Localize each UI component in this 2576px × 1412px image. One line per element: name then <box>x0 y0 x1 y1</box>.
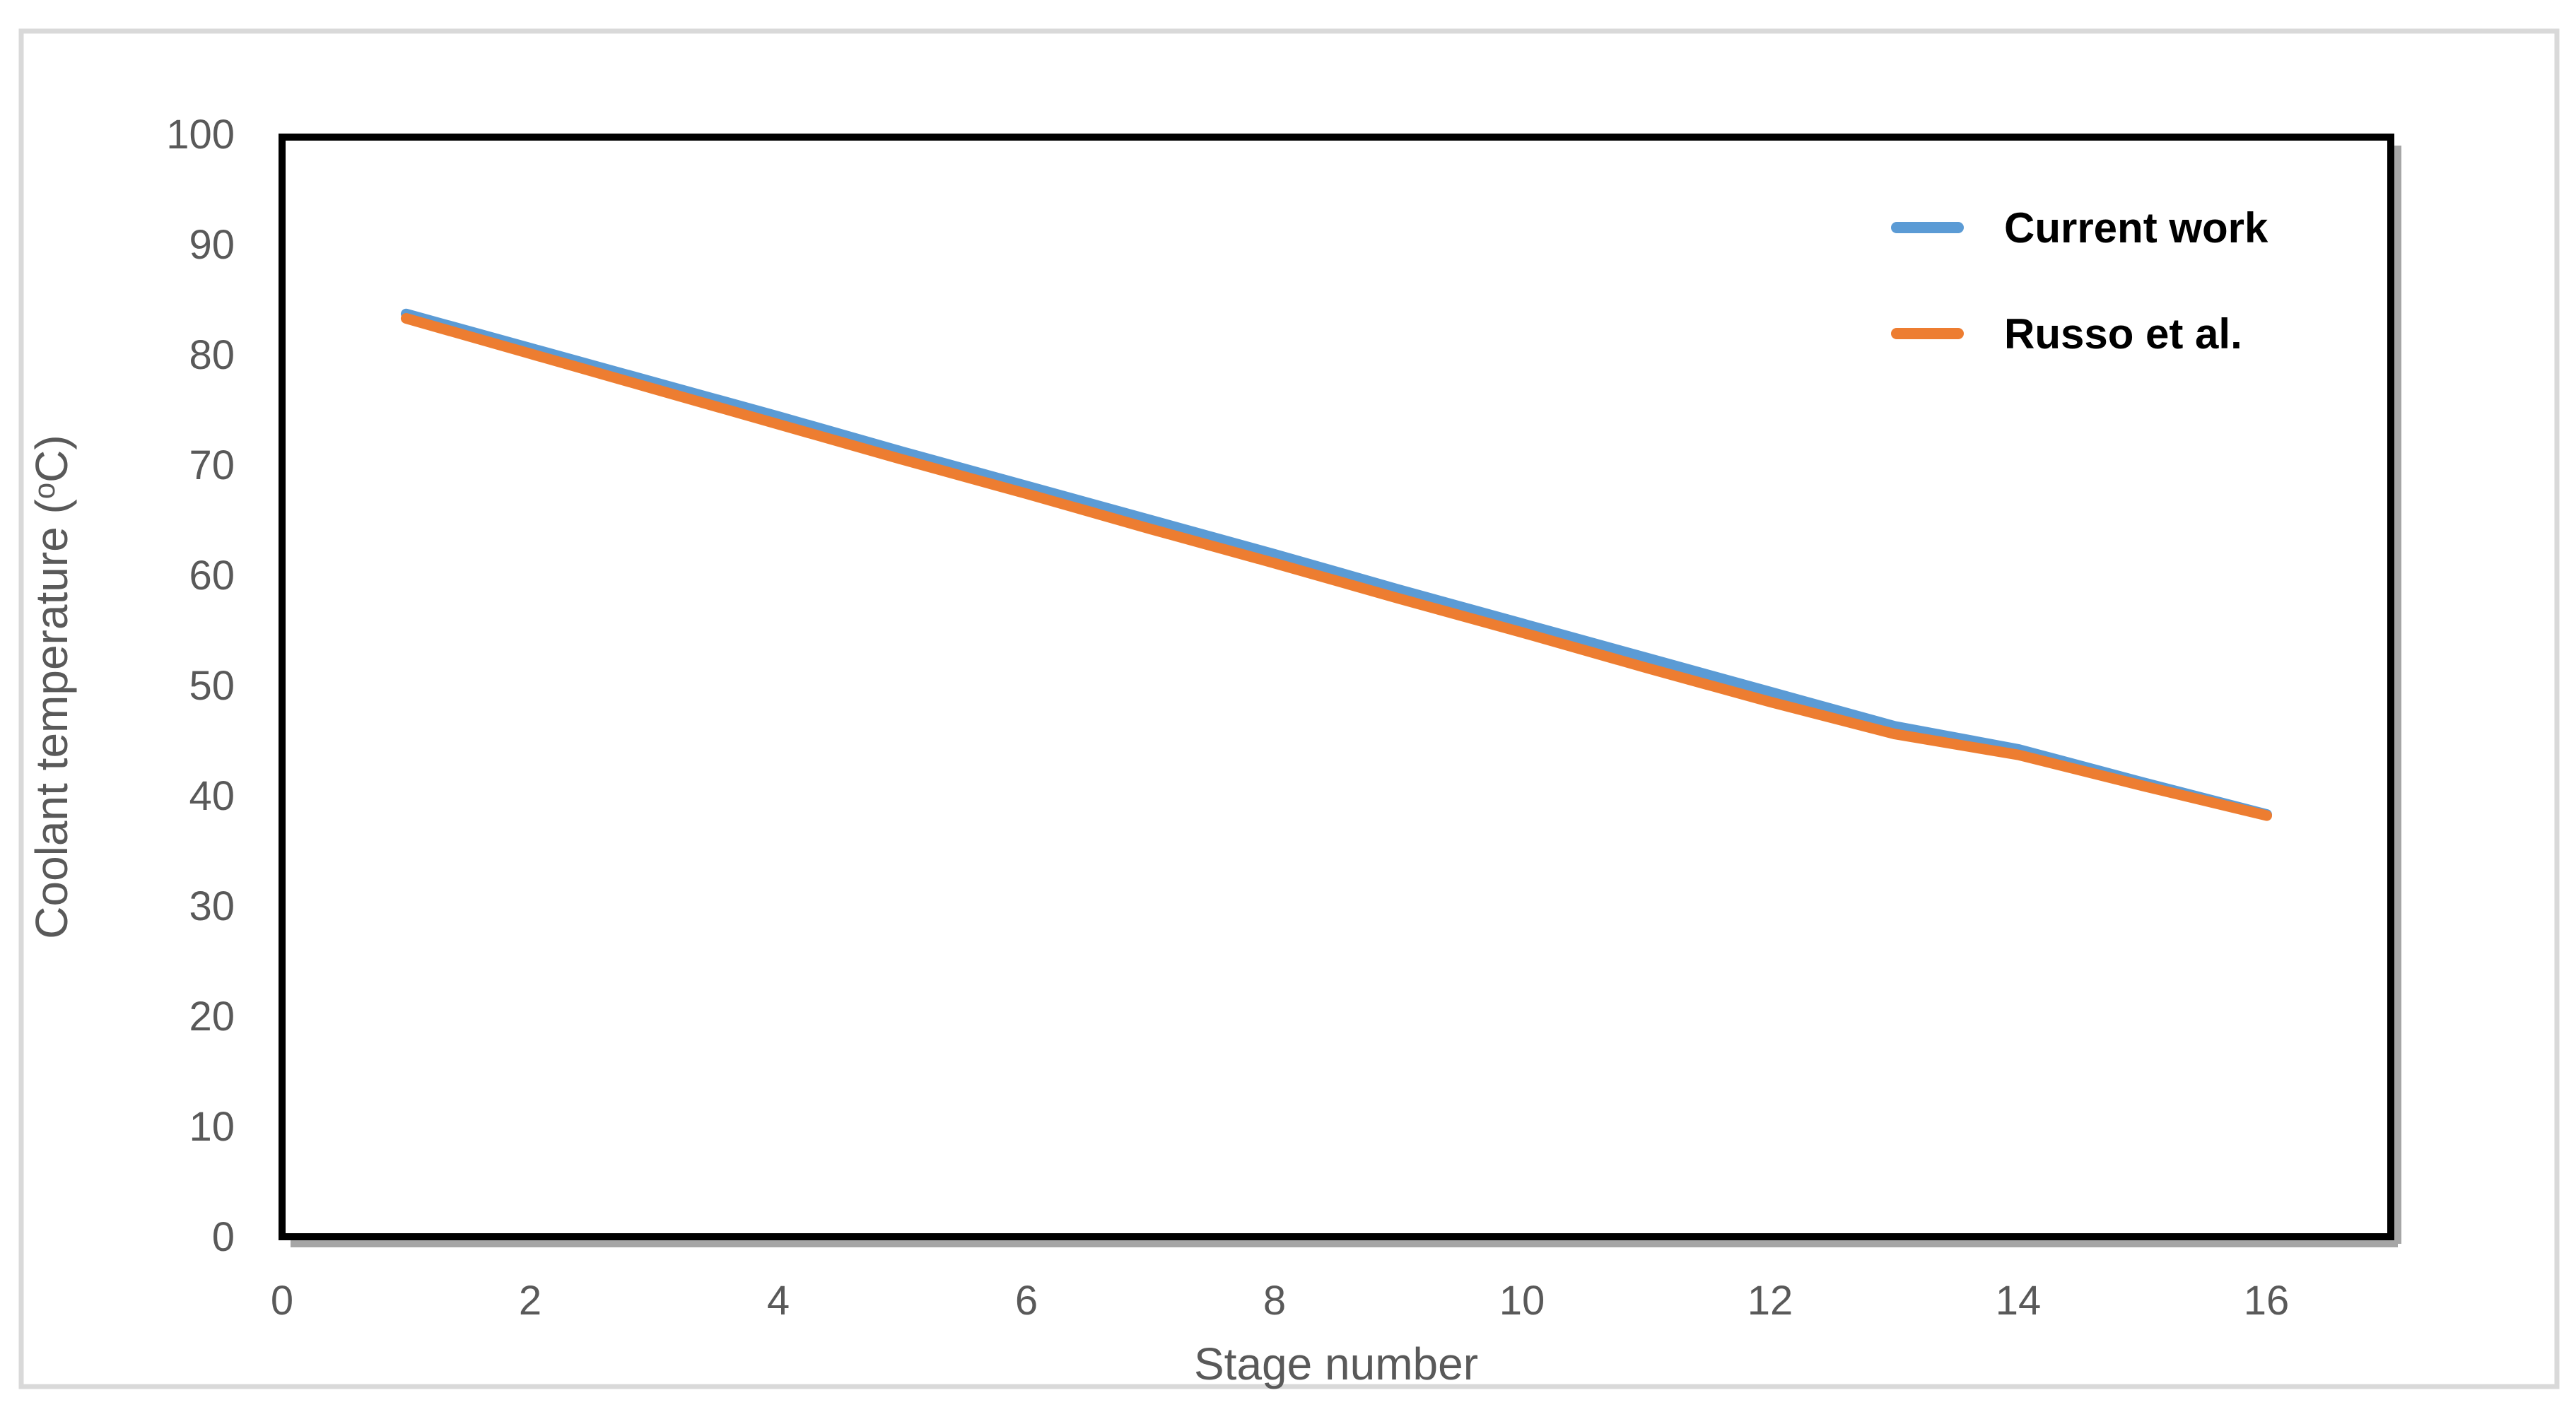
y-tick-label: 80 <box>189 332 235 378</box>
y-tick-label: 20 <box>189 994 235 1040</box>
legend-item-current-work: Current work <box>1891 204 2268 252</box>
x-tick-label: 10 <box>1499 1278 1545 1324</box>
y-axis-tick-labels: 100 90 80 70 60 50 40 30 20 10 0 <box>166 112 235 1260</box>
legend-item-russo-et-al: Russo et al. <box>1891 310 2242 358</box>
y-tick-label: 100 <box>166 112 235 158</box>
y-tick-label: 0 <box>212 1214 235 1260</box>
x-tick-label: 16 <box>2244 1278 2290 1324</box>
x-tick-label: 14 <box>1996 1278 2042 1324</box>
legend: Current work Russo et al. <box>1891 204 2268 358</box>
y-tick-label: 90 <box>189 222 235 268</box>
x-axis-tick-labels: 0 2 4 6 8 10 12 14 16 <box>271 1278 2289 1324</box>
y-tick-label: 70 <box>189 442 235 488</box>
x-tick-label: 6 <box>1015 1278 1038 1324</box>
x-axis-title: Stage number <box>1194 1339 1478 1389</box>
x-tick-label: 2 <box>519 1278 541 1324</box>
x-tick-label: 12 <box>1747 1278 1793 1324</box>
russo-et-al-line <box>400 313 2273 821</box>
plot-border <box>279 134 2394 1240</box>
y-tick-label: 30 <box>189 883 235 929</box>
legend-label-russo-et-al: Russo et al. <box>2004 310 2242 358</box>
y-tick-label: 10 <box>189 1104 235 1150</box>
figure-border <box>18 28 2560 1389</box>
y-tick-label: 40 <box>189 773 235 819</box>
plot-shadow <box>291 146 2401 1247</box>
y-tick-label: 60 <box>189 553 235 599</box>
legend-label-current-work: Current work <box>2004 204 2268 252</box>
x-tick-label: 8 <box>1263 1278 1286 1324</box>
x-tick-label: 4 <box>767 1278 790 1324</box>
current-work-line <box>400 308 2273 820</box>
y-axis-title: Coolant temperature (oC) <box>26 435 77 939</box>
x-tick-label: 0 <box>271 1278 293 1324</box>
y-tick-label: 50 <box>189 663 235 709</box>
